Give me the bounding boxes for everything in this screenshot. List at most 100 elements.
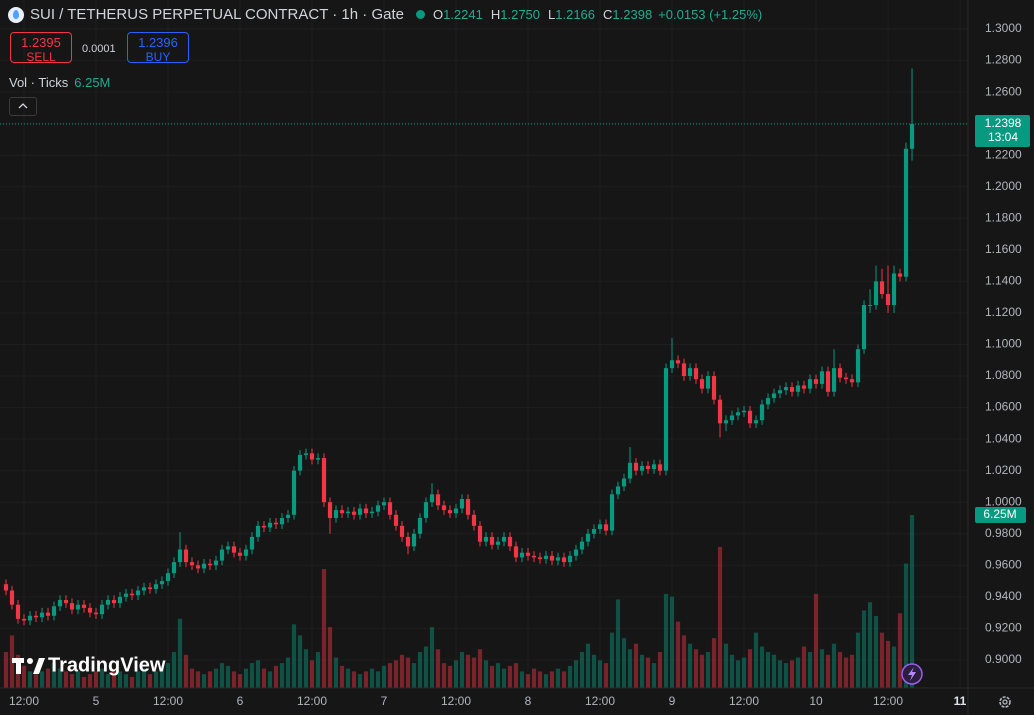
volume-bar: [249, 663, 255, 688]
volume-bar: [459, 652, 465, 688]
candle-body: [435, 494, 441, 506]
volume-bar: [741, 657, 747, 688]
candle-body: [489, 536, 495, 545]
volume-bar: [177, 618, 183, 688]
candle-body: [219, 549, 225, 561]
volume-bar: [513, 663, 519, 688]
candle-body: [417, 517, 423, 534]
candle-body: [321, 458, 327, 503]
candle-body: [699, 379, 705, 389]
x-tick-label: 12:00: [873, 694, 903, 708]
volume-bar: [333, 657, 339, 688]
volume-bar: [711, 638, 717, 688]
y-tick-label: 1.3000: [985, 21, 1022, 35]
candle-body: [123, 593, 129, 597]
volume-bar: [423, 646, 429, 688]
candle-body: [87, 607, 93, 613]
ohlc: O1.2241 H1.2750 L1.2166 C1.2398: [433, 7, 654, 22]
candle-body: [885, 294, 891, 306]
collapse-button[interactable]: [9, 97, 37, 116]
volume-bar: [765, 652, 771, 688]
volume-bar: [201, 674, 207, 688]
candle-body: [93, 612, 99, 615]
y-tick-label: 1.1800: [985, 210, 1022, 224]
symbol-title[interactable]: SUI / TETHERUS PERPETUAL CONTRACT · 1h ·…: [30, 6, 404, 23]
volume-bar: [777, 660, 783, 688]
y-tick-label: 1.2000: [985, 179, 1022, 193]
candle-body: [141, 587, 147, 591]
volume-bar: [357, 674, 363, 688]
candle-body: [543, 555, 549, 559]
candle-body: [609, 494, 615, 531]
candle-body: [759, 404, 765, 421]
volume-bar: [789, 660, 795, 688]
candle-body: [741, 410, 747, 413]
candle-body: [783, 387, 789, 391]
volume-bar: [843, 657, 849, 688]
volume-bar: [909, 515, 915, 688]
buy-button[interactable]: 1.2396 BUY: [127, 32, 189, 64]
candle-body: [429, 494, 435, 503]
candle-body: [537, 557, 543, 559]
candle-body: [147, 587, 153, 589]
volume-bar: [813, 593, 819, 688]
x-tick-label: 12:00: [297, 694, 327, 708]
candle-body: [771, 393, 777, 399]
candle-body: [21, 618, 27, 621]
volume-bar: [489, 665, 495, 688]
candle-body: [57, 599, 63, 607]
flash-icon[interactable]: [901, 663, 923, 685]
volume-bar: [783, 663, 789, 688]
volume-bar: [873, 616, 879, 688]
ohlc-item: H1.2750: [491, 7, 542, 22]
candle-body: [843, 377, 849, 380]
candle-body: [363, 508, 369, 514]
candle-body: [681, 363, 687, 377]
candle-body: [381, 502, 387, 506]
volume-bar: [771, 654, 777, 688]
volume-bar: [609, 632, 615, 688]
sell-button[interactable]: 1.2395 SELL: [10, 32, 72, 64]
candle-body: [807, 379, 813, 389]
axes: 0.9000 0.9200 0.9400 0.9600 0.9800 1.0000 1.02…: [0, 21, 1030, 708]
candles: [3, 68, 915, 626]
volume-bar: [87, 674, 93, 688]
candle-body: [561, 557, 567, 563]
volume-bar: [837, 652, 843, 688]
volume-bar: [69, 674, 75, 688]
y-tick-label: 1.1600: [985, 242, 1022, 256]
volume-bar: [207, 671, 213, 688]
candle-body: [483, 536, 489, 542]
candle-body: [669, 360, 675, 369]
volume-bar: [225, 665, 231, 688]
candle-body: [591, 529, 597, 534]
volume-bar: [219, 663, 225, 688]
candle-body: [621, 478, 627, 487]
volume-bar: [171, 652, 177, 688]
volume-bar: [387, 663, 393, 688]
candle-body: [837, 368, 843, 378]
volume-bar: [243, 668, 249, 688]
candle-body: [639, 465, 645, 471]
volume-bar: [759, 646, 765, 688]
volume-bar: [867, 602, 873, 688]
candle-body: [447, 510, 453, 514]
volume-bar: [345, 668, 351, 688]
volume-bar: [633, 643, 639, 688]
settings-icon[interactable]: [999, 696, 1011, 708]
volume-bar: [663, 593, 669, 688]
y-tick-label: 1.0000: [985, 494, 1022, 508]
volume-bar: [747, 649, 753, 688]
volume-bar: [111, 671, 117, 688]
y-tick-label: 1.1400: [985, 274, 1022, 288]
candle-body: [309, 453, 315, 460]
volume-bar: [123, 674, 129, 688]
volume-bar: [903, 563, 909, 688]
volume-bar: [447, 665, 453, 688]
volume-bar: [681, 635, 687, 688]
x-tick-label: 12:00: [9, 694, 39, 708]
volume-bar: [327, 627, 333, 688]
volume-bar: [303, 649, 309, 688]
candle-body: [675, 360, 681, 364]
